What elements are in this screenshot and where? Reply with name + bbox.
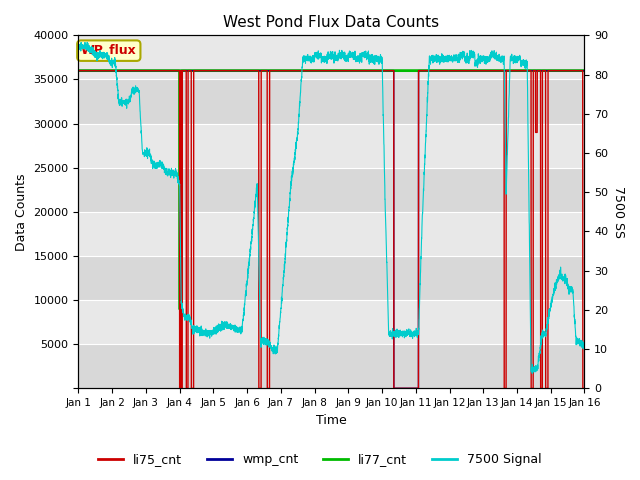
Y-axis label: 7500 SS: 7500 SS	[612, 186, 625, 238]
Bar	[79, 256, 584, 300]
X-axis label: Time: Time	[316, 414, 347, 427]
Bar	[79, 168, 584, 212]
Bar	[79, 80, 584, 123]
Bar	[79, 300, 584, 344]
Bar	[79, 344, 584, 388]
Legend: li75_cnt, wmp_cnt, li77_cnt, 7500 Signal: li75_cnt, wmp_cnt, li77_cnt, 7500 Signal	[93, 448, 547, 471]
Bar	[79, 123, 584, 168]
Bar	[79, 212, 584, 256]
Bar	[79, 36, 584, 80]
Text: WP_flux: WP_flux	[81, 44, 137, 57]
Title: West Pond Flux Data Counts: West Pond Flux Data Counts	[223, 15, 440, 30]
Y-axis label: Data Counts: Data Counts	[15, 173, 28, 251]
